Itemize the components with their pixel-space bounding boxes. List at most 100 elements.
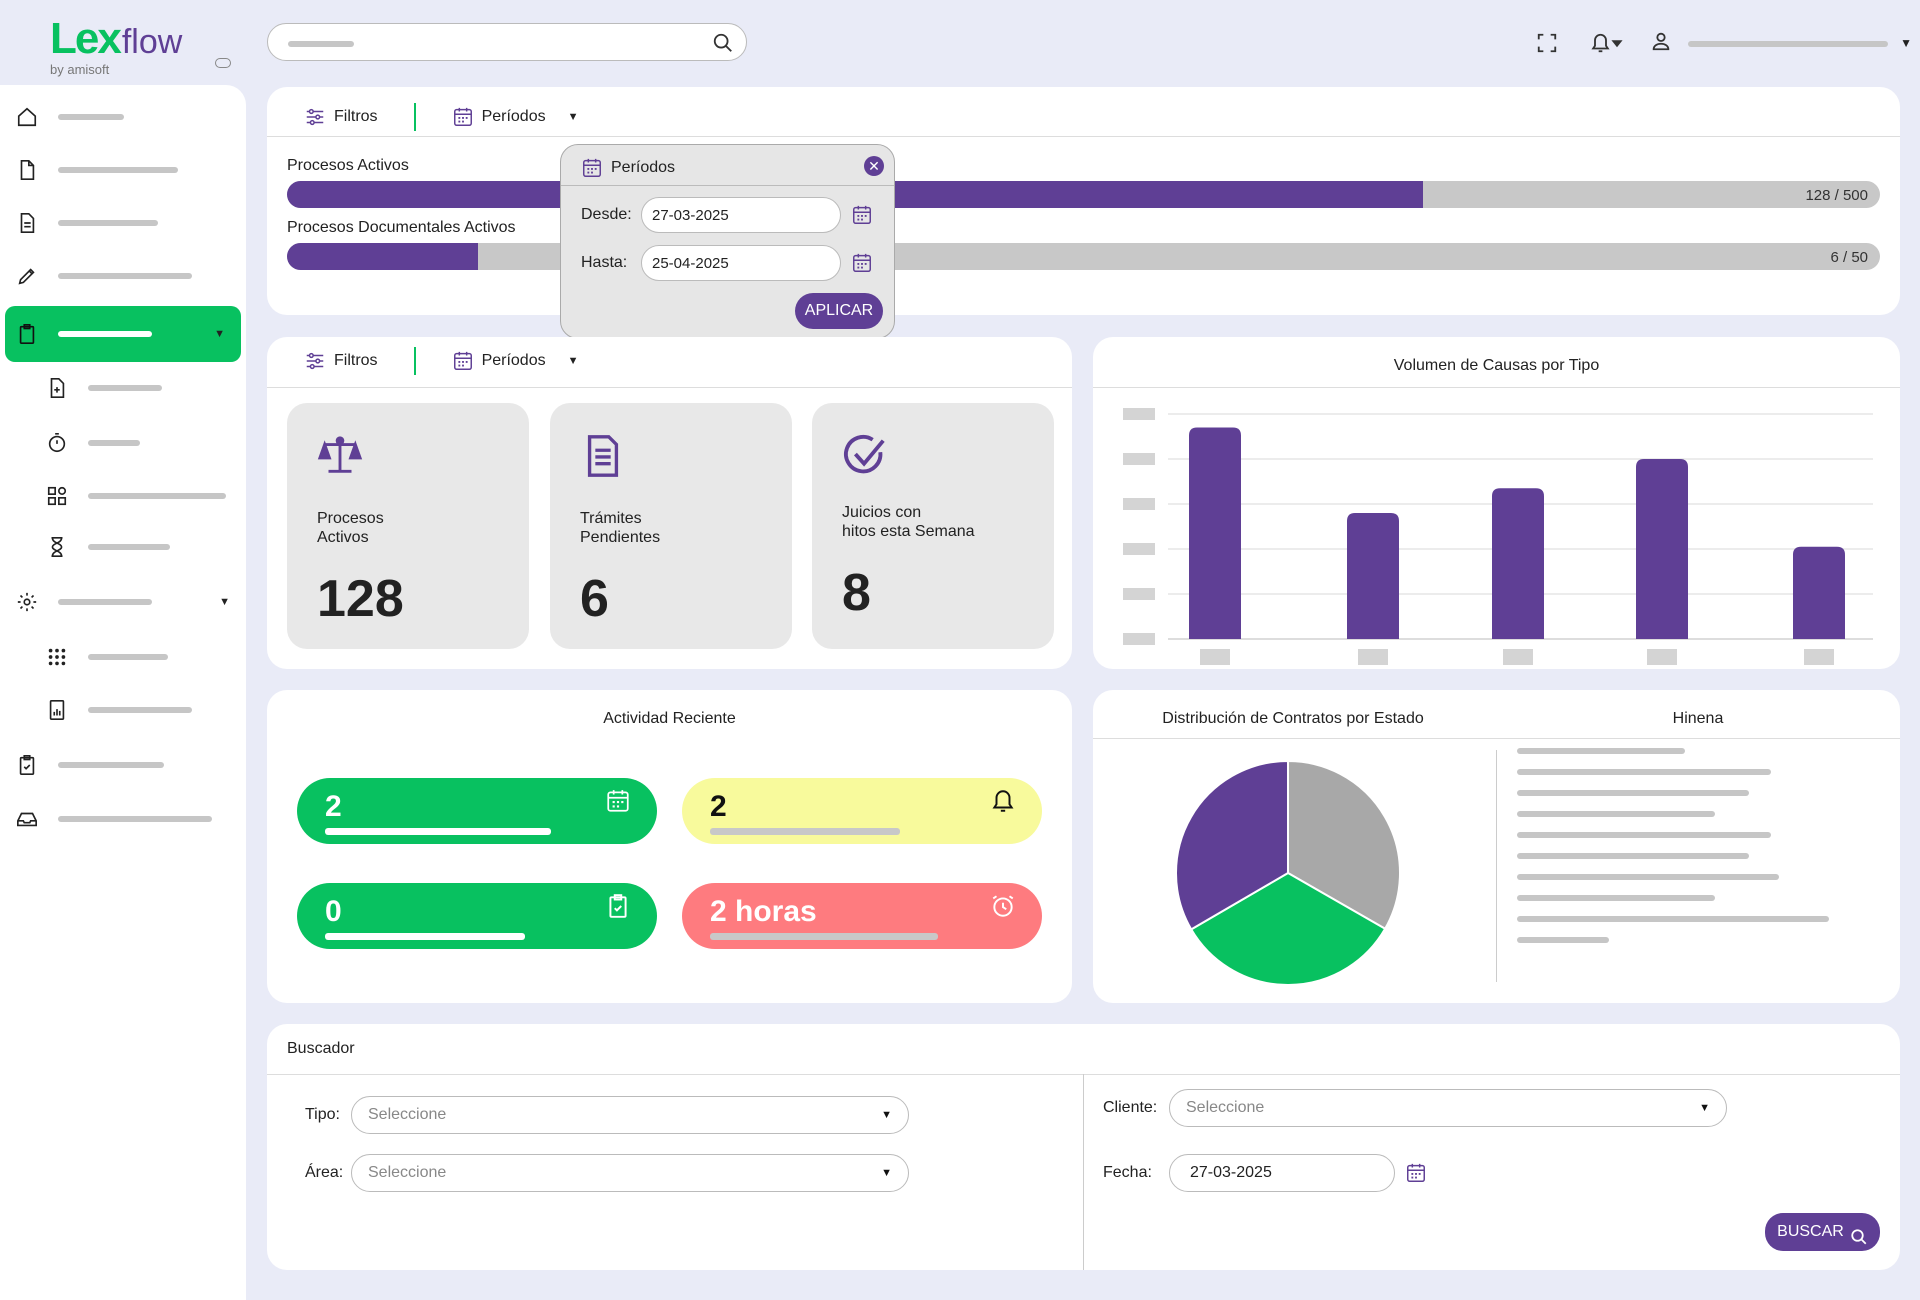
bar-chart	[1123, 408, 1873, 665]
buscar-button[interactable]: BUSCAR	[1765, 1213, 1880, 1251]
activity-pill[interactable]: 0	[297, 883, 657, 949]
divider	[1496, 750, 1497, 982]
x-tick-label	[1804, 649, 1834, 665]
hasta-field: Hasta: 25-04-2025	[581, 245, 873, 281]
divider	[413, 103, 416, 131]
inbox-icon	[16, 808, 38, 830]
app-logo: Lexflow by amisoft	[50, 14, 240, 77]
activity-value: 2 horas	[710, 895, 817, 928]
progress-label: Procesos Documentales Activos	[287, 219, 516, 236]
progress-bar: 6 / 50	[287, 243, 1880, 270]
legend-item	[1517, 895, 1715, 901]
fecha-label: Fecha:	[1103, 1164, 1152, 1181]
legend-item	[1517, 790, 1749, 796]
calendar-icon[interactable]	[1405, 1162, 1427, 1184]
divider	[1083, 1074, 1084, 1270]
sidebar-subitem-timer[interactable]	[0, 423, 246, 463]
sidebar-subitem-apps[interactable]	[0, 476, 246, 516]
chevron-down-icon: ▼	[1900, 36, 1912, 50]
logo-main: Lex	[50, 14, 122, 63]
sidebar-subitem-new[interactable]	[0, 368, 246, 408]
fecha-field: Fecha: 27-03-2025	[1103, 1154, 1427, 1192]
check-circle-icon	[842, 433, 888, 479]
fullscreen-icon[interactable]	[1536, 32, 1558, 54]
sidebar-item-inbox[interactable]	[0, 799, 246, 839]
sidebar-toggle-icon[interactable]	[215, 58, 231, 68]
clipboard-check-icon	[16, 754, 38, 776]
tipo-select[interactable]: Seleccione ▼	[351, 1096, 909, 1134]
hasta-input[interactable]: 25-04-2025	[641, 245, 841, 281]
chevron-down-icon: ▼	[567, 111, 579, 123]
stat-card[interactable]: Trámites Pendientes 6	[550, 403, 792, 649]
file-icon	[16, 159, 38, 181]
bar	[1793, 546, 1845, 639]
calendar-icon	[605, 788, 631, 814]
legend-item	[1517, 874, 1779, 880]
calendar-icon	[581, 157, 603, 179]
sidebar-item-tasks[interactable]	[0, 745, 246, 785]
cliente-select[interactable]: Seleccione ▼	[1169, 1089, 1727, 1127]
progress-fill	[287, 243, 479, 270]
sidebar-item-document[interactable]	[0, 203, 246, 243]
apply-button[interactable]: APLICAR	[795, 293, 883, 329]
activity-card: Actividad Reciente 2 2 0 2 horas	[267, 690, 1072, 1003]
clipboard-check-icon	[605, 893, 631, 919]
stat-card[interactable]: Juicios con hitos esta Semana 8	[812, 403, 1054, 649]
legend-item	[1517, 748, 1685, 754]
area-label: Área:	[305, 1164, 344, 1181]
periods-dropdown[interactable]: Períodos ▼	[452, 350, 579, 372]
stat-card[interactable]: Procesos Activos 128	[287, 403, 529, 649]
sidebar-item-processes[interactable]: ▼	[5, 306, 241, 362]
pie-slice	[1189, 871, 1387, 986]
search-placeholder	[288, 41, 354, 47]
bar	[1492, 488, 1544, 639]
sidebar-subitem-grid[interactable]	[0, 637, 246, 677]
stopwatch-icon	[46, 432, 68, 454]
periods-dropdown[interactable]: Períodos ▼	[452, 106, 579, 128]
popover-title: Períodos	[581, 157, 675, 179]
sidebar-item-sign[interactable]	[0, 256, 246, 296]
activity-pill[interactable]: 2	[682, 778, 1042, 844]
activity-pill[interactable]: 2	[297, 778, 657, 844]
sidebar-subitem-reports[interactable]	[0, 690, 246, 730]
search-input[interactable]	[267, 23, 747, 61]
user-menu[interactable]: ▼	[1650, 30, 1912, 54]
calendar-icon[interactable]	[851, 204, 873, 226]
search-icon	[1850, 1223, 1868, 1245]
fecha-input[interactable]: 27-03-2025	[1169, 1154, 1395, 1192]
sidebar-item-file[interactable]	[0, 150, 246, 190]
area-select[interactable]: Seleccione ▼	[351, 1154, 909, 1192]
sidebar-item-settings[interactable]: ▼	[0, 582, 246, 622]
apps-icon	[46, 485, 68, 507]
filters-button[interactable]: Filtros	[304, 350, 378, 372]
progress-bar: 128 / 500	[287, 181, 1880, 208]
bar	[1347, 513, 1399, 639]
header-actions	[1536, 28, 1624, 58]
filters-button[interactable]: Filtros	[304, 106, 378, 128]
search-icon[interactable]	[712, 32, 734, 54]
activity-value: 0	[325, 895, 342, 928]
filter-bar: Filtros Períodos ▼	[304, 343, 579, 379]
chart-title: Volumen de Causas por Tipo	[1393, 357, 1600, 374]
sliders-icon	[304, 106, 326, 128]
home-icon	[16, 106, 38, 128]
close-icon[interactable]: ✕	[864, 156, 884, 176]
x-tick-label	[1358, 649, 1388, 665]
calendar-icon[interactable]	[851, 252, 873, 274]
scales-icon	[317, 433, 363, 479]
legend-title: Hinena	[1672, 710, 1724, 727]
y-tick-label	[1123, 498, 1155, 510]
desde-input[interactable]: 27-03-2025	[641, 197, 841, 233]
cliente-label: Cliente:	[1103, 1099, 1158, 1116]
buscador-title: Buscador	[287, 1040, 355, 1057]
x-tick-label	[1647, 649, 1677, 665]
sidebar-item-home[interactable]	[0, 97, 246, 137]
activity-pill[interactable]: 2 horas	[682, 883, 1042, 949]
pie-slice	[1287, 759, 1401, 931]
notifications-bell-icon[interactable]	[1588, 32, 1624, 54]
sidebar-subitem-pending[interactable]	[0, 527, 246, 567]
clipboard-icon	[16, 323, 38, 345]
y-tick-label	[1123, 453, 1155, 465]
user-icon	[1650, 30, 1672, 52]
y-tick-label	[1123, 588, 1155, 600]
